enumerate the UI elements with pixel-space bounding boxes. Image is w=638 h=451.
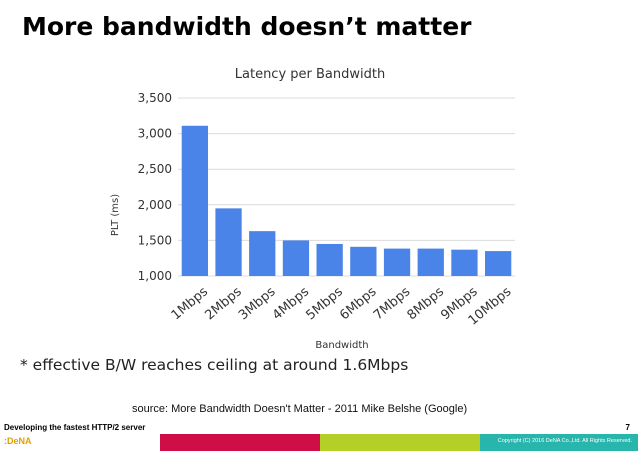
source-citation: source: More Bandwidth Doesn't Matter - … <box>132 403 468 415</box>
bar-6Mbps <box>350 246 377 276</box>
bar-4Mbps <box>282 240 310 276</box>
bar-3Mbps <box>249 231 276 276</box>
y-axis-label: PLT (ms) <box>110 194 121 236</box>
y-tick-label: 2,500 <box>138 162 172 176</box>
y-axis-ticks: 1,000 1,500 2,000 2,500 3,000 3,500 <box>138 91 172 283</box>
y-tick-label: 3,500 <box>138 91 172 105</box>
footer-bar-green <box>320 434 480 451</box>
bar-8Mbps <box>417 248 444 276</box>
latency-bar-chart: Latency per Bandwidth 1,000 1,500 2,000 2,5… <box>110 67 515 351</box>
bar-2Mbps <box>215 208 242 276</box>
x-tick-label: 1Mbps <box>169 284 212 323</box>
x-axis-ticks: 1Mbps2Mbps3Mbps4Mbps5Mbps6Mbps7Mbps8Mbps… <box>169 284 515 328</box>
bar-5Mbps <box>316 243 343 276</box>
footer-bar-red <box>160 434 320 451</box>
y-tick-label: 2,000 <box>138 198 172 212</box>
bandwidth-ceiling-note: * effective B/W reaches ceiling at aroun… <box>20 356 409 374</box>
x-tick-label: 2Mbps <box>202 284 245 323</box>
chart-title: Latency per Bandwidth <box>235 67 385 82</box>
bar-7Mbps <box>383 248 411 276</box>
y-tick-label: 1,500 <box>138 233 172 247</box>
copyright-text: Copyright (C) 2016 DeNA Co.,Ltd. All Rig… <box>497 438 632 444</box>
x-tick-label: 8Mbps <box>405 284 448 323</box>
footer-bar-white <box>0 434 160 451</box>
bar-10Mbps <box>485 251 512 276</box>
x-tick-label: 5Mbps <box>303 284 346 323</box>
footer-color-bar: Copyright (C) 2016 DeNA Co.,Ltd. All Rig… <box>0 434 638 451</box>
y-tick-label: 1,000 <box>138 269 172 283</box>
x-tick-label: 4Mbps <box>270 284 313 323</box>
footer-bar-teal: Copyright (C) 2016 DeNA Co.,Ltd. All Rig… <box>480 434 638 451</box>
x-tick-label: 7Mbps <box>371 284 414 323</box>
x-axis-label: Bandwidth <box>315 340 368 351</box>
x-tick-label: 3Mbps <box>236 284 279 323</box>
slide-title: More bandwidth doesn’t matter <box>22 12 472 41</box>
bar-9Mbps <box>451 249 478 276</box>
dena-logo: :DeNA <box>4 436 32 446</box>
bars <box>181 125 512 276</box>
x-tick-label: 6Mbps <box>337 284 380 323</box>
y-tick-label: 3,000 <box>138 127 172 141</box>
footer-presentation-title: Developing the fastest HTTP/2 server <box>4 423 146 432</box>
page-number: 7 <box>625 423 630 432</box>
bar-1Mbps <box>181 125 208 276</box>
